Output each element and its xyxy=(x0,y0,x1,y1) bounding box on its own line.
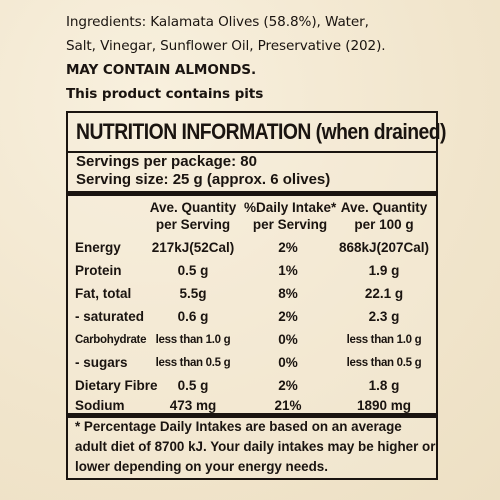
title-divider xyxy=(68,151,436,153)
table-row: - sugars less than 0.5 g 0% less than 0.… xyxy=(68,352,436,374)
header-per-100g: Ave. Quantity per 100 g xyxy=(336,199,432,233)
nutrient-name: Fat, total xyxy=(75,286,132,301)
per-100g-value: 868kJ(207Cal) xyxy=(338,240,430,255)
daily-intake-value: 8% xyxy=(278,286,298,301)
per-100g-value: 22.1 g xyxy=(364,286,404,301)
daily-intake-value: 1% xyxy=(278,263,298,278)
per-100g-value: 1890 mg xyxy=(356,398,412,413)
table-row: Energy 217kJ(52Cal) 2% 868kJ(207Cal) xyxy=(68,237,436,259)
footnote: * Percentage Daily Intakes are based on … xyxy=(75,419,436,474)
allergen-warning: MAY CONTAIN ALMONDS. xyxy=(66,62,257,78)
nutrient-name: Sodium xyxy=(75,398,125,413)
header-daily-intake-line2: per Serving xyxy=(252,217,328,232)
nutrient-name: - saturated xyxy=(75,309,145,324)
per-serving-value: 0.5 g xyxy=(177,378,209,393)
per-100g-value: 1.9 g xyxy=(368,263,400,278)
per-serving-value: 473 mg xyxy=(169,398,217,413)
header-per-serving-line1: Ave. Quantity xyxy=(149,200,237,215)
header-per-100g-line2: per 100 g xyxy=(354,217,414,232)
per-serving-value: 5.5g xyxy=(179,286,207,301)
per-serving-value: 0.6 g xyxy=(177,309,209,324)
panel-title: NUTRITION INFORMATION (when drained) xyxy=(76,119,446,144)
nutrient-name: - sugars xyxy=(75,355,128,370)
nutrient-name: Carbohydrate xyxy=(75,334,147,346)
ingredients-line-2: Salt, Vinegar, Sunflower Oil, Preservati… xyxy=(66,38,386,54)
nutrient-name: Protein xyxy=(75,263,122,278)
per-100g-value: 2.3 g xyxy=(368,309,400,324)
table-row: Protein 0.5 g 1% 1.9 g xyxy=(68,260,436,282)
per-serving-value: less than 0.5 g xyxy=(155,357,231,369)
per-100g-value: less than 0.5 g xyxy=(346,357,422,369)
table-row: - saturated 0.6 g 2% 2.3 g xyxy=(68,306,436,328)
footnote-divider xyxy=(68,413,436,418)
ingredients-block: Ingredients: Kalamata Olives (58.8%), Wa… xyxy=(66,10,486,106)
per-100g-value: 1.8 g xyxy=(368,378,400,393)
table-row: Dietary Fibre 0.5 g 2% 1.8 g xyxy=(68,375,436,397)
header-daily-intake-line1: %Daily Intake* xyxy=(244,200,337,215)
per-100g-value: less than 1.0 g xyxy=(346,334,422,346)
header-per-serving: Ave. Quantity per Serving xyxy=(148,199,238,233)
per-serving-value: less than 1.0 g xyxy=(155,334,231,346)
per-serving-value: 217kJ(52Cal) xyxy=(151,240,235,255)
nutrient-name: Dietary Fibre xyxy=(75,378,158,393)
header-per-serving-line2: per Serving xyxy=(155,217,231,232)
daily-intake-value: 2% xyxy=(278,309,298,324)
servings-per-package: Servings per package: 80 xyxy=(76,153,257,170)
daily-intake-value: 21% xyxy=(274,398,302,413)
pits-warning: This product contains pits xyxy=(66,86,264,102)
header-daily-intake: %Daily Intake* per Serving xyxy=(244,199,336,233)
header-per-100g-line1: Ave. Quantity xyxy=(340,200,428,215)
serving-size: Serving size: 25 g (approx. 6 olives) xyxy=(76,171,331,188)
header-divider xyxy=(68,191,436,196)
table-row: Sodium 473 mg 21% 1890 mg xyxy=(68,395,436,417)
daily-intake-value: 0% xyxy=(278,355,298,370)
daily-intake-value: 2% xyxy=(278,240,298,255)
table-row: Carbohydrate less than 1.0 g 0% less tha… xyxy=(68,329,436,351)
nutrition-panel: NUTRITION INFORMATION (when drained) Ser… xyxy=(66,111,446,480)
per-serving-value: 0.5 g xyxy=(177,263,209,278)
nutrient-name: Energy xyxy=(75,240,121,255)
ingredients-line-1: Ingredients: Kalamata Olives (58.8%), Wa… xyxy=(66,14,369,30)
daily-intake-value: 0% xyxy=(278,332,298,347)
daily-intake-value: 2% xyxy=(278,378,298,393)
table-row: Fat, total 5.5g 8% 22.1 g xyxy=(68,283,436,305)
